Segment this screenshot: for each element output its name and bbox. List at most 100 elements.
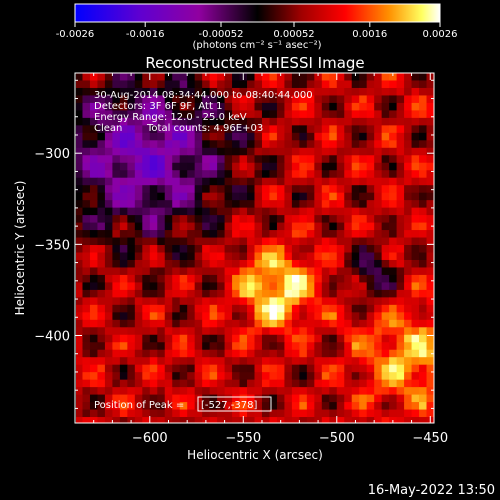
heatmap-cell — [299, 230, 308, 238]
heatmap-cell — [306, 342, 315, 351]
heatmap-cell — [291, 80, 300, 89]
heatmap-cell — [149, 125, 158, 134]
heatmap-cell — [224, 117, 233, 126]
heatmap-cell — [179, 125, 188, 134]
heatmap-cell — [426, 409, 434, 418]
heatmap-cell — [411, 319, 420, 328]
heatmap-cell — [82, 155, 91, 164]
heatmap-cell — [389, 402, 398, 410]
heatmap-cell — [396, 125, 405, 134]
heatmap-cell — [127, 372, 136, 381]
heatmap-cell — [119, 140, 128, 149]
heatmap-cell — [82, 245, 91, 253]
heatmap-cell — [232, 132, 240, 141]
heatmap-cell — [247, 177, 255, 186]
heatmap-cell — [419, 327, 427, 336]
heatmap-cell — [157, 230, 166, 238]
heatmap-cell — [261, 73, 270, 81]
heatmap-cell — [239, 327, 248, 336]
heatmap-cell — [89, 237, 98, 246]
heatmap-cell — [254, 312, 263, 321]
heatmap-cell — [299, 132, 308, 141]
heatmap-cell — [344, 125, 353, 134]
heatmap-cell — [344, 185, 353, 194]
heatmap-cell — [209, 312, 218, 321]
heatmap-cell — [164, 319, 173, 328]
heatmap-cell — [202, 170, 211, 179]
heatmap-cell — [276, 95, 285, 104]
heatmap-cell — [97, 222, 106, 231]
heatmap-cell — [344, 364, 353, 373]
heatmap-cell — [351, 102, 360, 111]
heatmap-cell — [254, 117, 263, 126]
heatmap-cell — [247, 125, 255, 134]
heatmap-cell — [254, 110, 263, 119]
heatmap-cell — [351, 237, 360, 246]
heatmap-cell — [209, 334, 218, 343]
heatmap-cell — [119, 334, 128, 343]
heatmap-cell — [314, 140, 323, 149]
heatmap-cell — [232, 304, 240, 313]
heatmap-cell — [404, 147, 412, 156]
heatmap-cell — [419, 259, 427, 268]
heatmap-cell — [179, 342, 188, 351]
heatmap-cell — [127, 80, 136, 89]
heatmap-cell — [426, 80, 434, 89]
heatmap-cell — [261, 342, 270, 351]
heatmap-cell — [374, 87, 383, 96]
heatmap-cell — [157, 297, 166, 306]
heatmap-cell — [157, 319, 166, 328]
heatmap-cell — [157, 87, 166, 96]
heatmap-cell — [82, 95, 91, 104]
heatmap-cell — [104, 357, 113, 366]
heatmap-cell — [164, 200, 173, 209]
heatmap-cell — [104, 297, 113, 306]
heatmap-cell — [172, 170, 181, 179]
heatmap-cell — [149, 162, 158, 171]
heatmap-cell — [82, 140, 91, 149]
heatmap-cell — [344, 304, 353, 313]
heatmap-cell — [194, 402, 203, 410]
heatmap-cell — [411, 110, 420, 119]
heatmap-cell — [276, 192, 285, 201]
heatmap-cell — [247, 334, 255, 343]
heatmap-cell — [217, 342, 225, 351]
heatmap-cell — [359, 289, 368, 298]
heatmap-cell — [187, 252, 196, 261]
heatmap-cell — [381, 192, 390, 201]
heatmap-cell — [344, 282, 353, 291]
heatmap-cell — [261, 394, 270, 403]
heatmap-cell — [366, 192, 375, 201]
heatmap-cell — [217, 252, 225, 261]
heatmap-cell — [76, 102, 83, 111]
heatmap-cell — [247, 200, 255, 209]
heatmap-cell — [82, 80, 91, 89]
heatmap-cell — [209, 319, 218, 328]
heatmap-cell — [359, 364, 368, 373]
heatmap-cell — [351, 230, 360, 238]
heatmap-cell — [187, 73, 196, 81]
heatmap-cell — [209, 274, 218, 283]
heatmap-cell — [254, 334, 263, 343]
heatmap-cell — [224, 102, 233, 111]
heatmap-cell — [269, 304, 278, 313]
heatmap-cell — [366, 162, 375, 171]
heatmap-cell — [404, 177, 412, 186]
heatmap-cell — [284, 334, 293, 343]
heatmap-cell — [261, 192, 270, 201]
heatmap-cell — [134, 147, 143, 156]
heatmap-cell — [374, 222, 383, 231]
heatmap-cell — [359, 274, 368, 283]
heatmap-cell — [269, 140, 278, 149]
heatmap-cell — [396, 73, 405, 81]
heatmap-cell — [374, 282, 383, 291]
heatmap-cell — [329, 334, 338, 343]
heatmap-cell — [321, 342, 330, 351]
heatmap-cell — [97, 274, 106, 283]
heatmap-cell — [239, 312, 248, 321]
heatmap-cell — [224, 282, 233, 291]
heatmap-cell — [112, 177, 121, 186]
heatmap-cell — [254, 364, 263, 373]
heatmap-cell — [127, 147, 136, 156]
heatmap-cell — [359, 394, 368, 403]
